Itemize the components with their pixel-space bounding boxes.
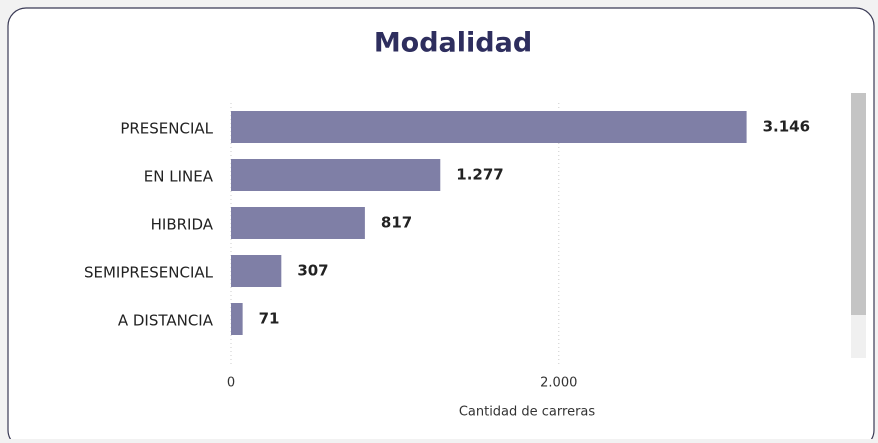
bar [231,111,747,143]
value-label: 307 [297,262,328,280]
value-label: 1.277 [456,166,503,184]
y-tick-label: SEMIPRESENCIAL [84,264,214,282]
y-tick-label: HIBRIDA [151,216,214,234]
x-axis-label: Cantidad de carreras [459,405,596,420]
y-tick-label: EN LINEA [144,168,214,186]
value-label: 3.146 [763,118,810,136]
bar [231,159,441,191]
bar [231,207,365,239]
chart-title: Modalidad [374,28,532,59]
value-label: 71 [259,310,280,328]
x-tick-label: 2.000 [540,376,577,391]
card [7,7,875,443]
bar [231,255,282,287]
x-tick-label: 0 [227,376,235,391]
value-label: 817 [381,214,412,232]
y-tick-label: A DISTANCIA [118,312,214,330]
bar [231,303,243,335]
scrollbar-thumb[interactable] [851,93,866,315]
y-tick-label: PRESENCIAL [120,120,213,138]
